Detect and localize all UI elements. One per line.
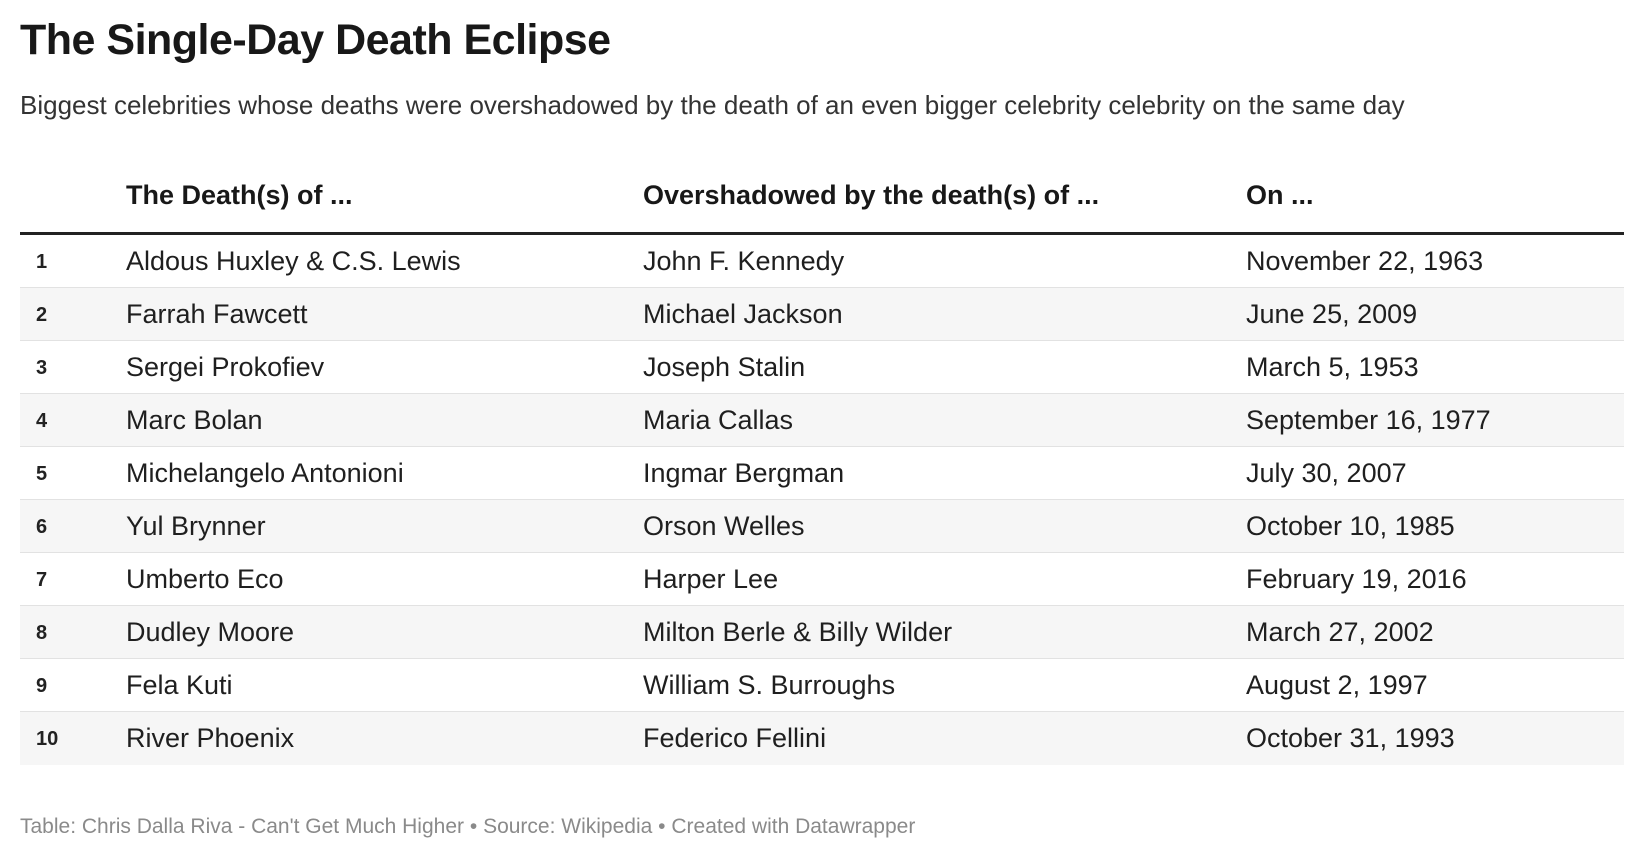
cell-date: March 5, 1953 [1246, 352, 1419, 382]
cell-overshadowed-by: John F. Kennedy [643, 246, 845, 276]
table-row: 5 Michelangelo Antonioni Ingmar Bergman Jul… [20, 447, 1624, 500]
row-rank: 8 [36, 622, 48, 644]
row-rank: 2 [36, 304, 48, 326]
table-row: 7 Umberto Eco Harper Lee February 19, 2016 [20, 553, 1624, 606]
cell-deceased: Michelangelo Antonioni [126, 458, 404, 488]
chart-footer: Table: Chris Dalla Riva - Can't Get Much… [20, 815, 915, 839]
cell-deceased: Marc Bolan [126, 405, 263, 435]
cell-overshadowed-by: Orson Welles [643, 511, 805, 541]
cell-date: October 10, 1985 [1246, 511, 1455, 541]
table-row: 4 Marc Bolan Maria Callas September 16, 197… [20, 394, 1624, 447]
table-row: 1 Aldous Huxley & C.S. Lewis John F. Kenne… [20, 235, 1624, 288]
row-rank: 6 [36, 516, 48, 538]
cell-overshadowed-by: Milton Berle & Billy Wilder [643, 617, 953, 647]
cell-deceased: Farrah Fawcett [126, 299, 308, 329]
chart-title: The Single-Day Death Eclipse [20, 16, 611, 64]
cell-deceased: Fela Kuti [126, 670, 233, 700]
cell-overshadowed-by: Joseph Stalin [643, 352, 806, 382]
table-row: 8 Dudley Moore Milton Berle & Billy Wilder… [20, 606, 1624, 659]
table-body: 1 Aldous Huxley & C.S. Lewis John F. Kenne… [20, 235, 1624, 765]
cell-deceased: Yul Brynner [126, 511, 266, 541]
cell-deceased: Sergei Prokofiev [126, 352, 325, 382]
footer-created-with: Created with Datawrapper [671, 815, 916, 838]
column-header-deceased: The Death(s) of ... [126, 180, 353, 210]
cell-deceased: Umberto Eco [126, 564, 284, 594]
cell-date: September 16, 1977 [1246, 405, 1491, 435]
row-rank: 10 [36, 728, 59, 750]
chart-subtitle: Biggest celebrities whose deaths were ov… [20, 90, 1405, 120]
row-rank: 3 [36, 357, 48, 379]
cell-deceased: Aldous Huxley & C.S. Lewis [126, 246, 461, 276]
table-row: 10 River Phoenix Federico Fellini October 3… [20, 712, 1624, 765]
table-row: 2 Farrah Fawcett Michael Jackson June 25, 2… [20, 288, 1624, 341]
row-rank: 4 [36, 410, 48, 432]
cell-overshadowed-by: Federico Fellini [643, 723, 827, 753]
cell-overshadowed-by: Harper Lee [643, 564, 779, 594]
row-rank: 5 [36, 463, 48, 485]
row-rank: 9 [36, 675, 48, 697]
table-row: 3 Sergei Prokofiev Joseph Stalin March 5, 1… [20, 341, 1624, 394]
column-header-overshadowed-by: Overshadowed by the death(s) of ... [643, 180, 1100, 210]
footer-separator: • [469, 815, 478, 838]
cell-date: October 31, 1993 [1246, 723, 1455, 753]
row-rank: 7 [36, 569, 48, 591]
cell-date: July 30, 2007 [1246, 458, 1407, 488]
cell-deceased: Dudley Moore [126, 617, 295, 647]
cell-date: February 19, 2016 [1246, 564, 1467, 594]
table-row: 9 Fela Kuti William S. Burroughs August 2, … [20, 659, 1624, 712]
footer-source: Source: Wikipedia [483, 815, 653, 838]
cell-date: August 2, 1997 [1246, 670, 1428, 700]
footer-separator: • [658, 815, 666, 838]
cell-date: November 22, 1963 [1246, 246, 1484, 276]
row-rank: 1 [36, 251, 48, 273]
cell-overshadowed-by: Maria Callas [643, 405, 794, 435]
cell-overshadowed-by: Ingmar Bergman [643, 458, 845, 488]
column-header-date: On ... [1246, 180, 1314, 210]
cell-date: March 27, 2002 [1246, 617, 1434, 647]
table-header: The Death(s) of ... Overshadowed by the … [20, 162, 1624, 235]
data-table: The Death(s) of ... Overshadowed by the … [20, 162, 1624, 765]
cell-overshadowed-by: William S. Burroughs [643, 670, 896, 700]
cell-overshadowed-by: Michael Jackson [643, 299, 843, 329]
cell-date: June 25, 2009 [1246, 299, 1418, 329]
cell-deceased: River Phoenix [126, 723, 295, 753]
table-row: 6 Yul Brynner Orson Welles October 10, 1985 [20, 500, 1624, 553]
footer-credit: Table: Chris Dalla Riva - Can't Get Much… [20, 815, 465, 838]
